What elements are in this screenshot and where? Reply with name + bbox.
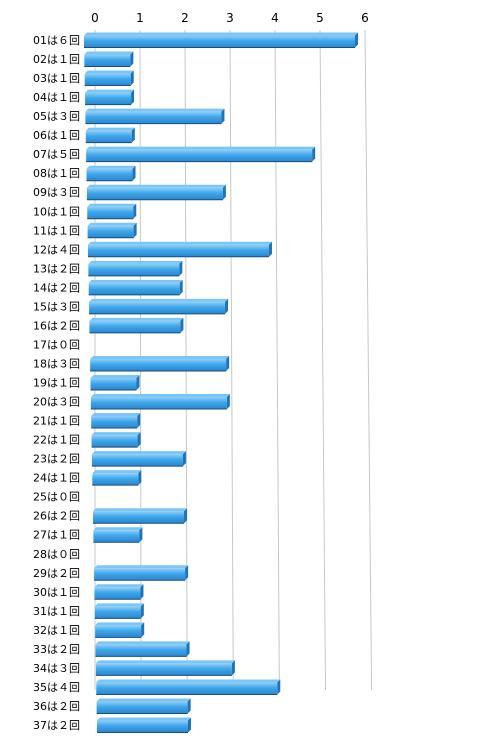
category-label: 37は２回 [33,719,80,732]
bar [85,127,135,144]
bar [95,622,145,638]
category-label: 29は２回 [33,567,80,580]
bar [90,355,230,372]
bar [86,146,316,163]
category-label: 24は１回 [33,472,80,485]
category-label: 17は０回 [33,338,80,351]
category-label: 10は１回 [33,205,80,218]
bar [88,279,183,296]
category-label: 27は１回 [33,529,80,542]
bar [88,260,183,277]
bar [86,165,136,182]
x-tick-label: 5 [316,11,324,25]
bars [84,32,358,733]
category-label: 14は２回 [33,281,80,294]
category-label: 12は４回 [33,243,80,256]
bar [94,584,144,600]
bar [94,603,144,619]
x-tick-label: 4 [271,11,279,25]
category-label: 05は３回 [33,110,80,123]
category-label: 15は３回 [33,300,80,313]
category-label: 16は２回 [33,319,80,332]
category-label: 13は２回 [33,262,80,275]
bar [91,413,141,429]
bar [95,660,235,676]
bar [95,641,190,657]
category-label: 22は１回 [33,434,80,447]
category-label: 33は２回 [33,643,80,656]
bar [89,298,229,315]
category-label: 18は３回 [33,357,80,370]
bar [91,432,141,448]
bar [92,470,142,486]
bar [93,527,143,543]
category-label: 09は３回 [33,186,80,199]
x-tick-label: 6 [361,11,369,25]
bar [87,203,137,220]
category-label: 19は１回 [33,377,80,390]
bar [84,51,134,68]
category-label: 28は０回 [33,548,80,561]
category-label: 11は１回 [33,224,80,237]
category-label: 04は１回 [33,91,80,104]
category-label: 25は０回 [33,491,80,504]
category-label: 08は１回 [33,167,80,180]
category-label: 23は２回 [33,453,80,466]
bar [97,717,191,733]
bar [86,184,226,201]
category-label: 01は６回 [33,34,80,47]
grid-line-6 [364,29,373,691]
category-label: 31は１回 [33,605,80,618]
bar [90,375,140,391]
bar [96,698,191,714]
category-label: 34は３回 [33,662,80,675]
category-label: 02は１回 [33,53,80,66]
bar [84,32,358,48]
category-label: 06は１回 [33,129,80,142]
bar [94,565,189,581]
bar [96,679,281,695]
category-label: 07は５回 [33,148,80,161]
x-tick-label: 2 [181,11,189,25]
x-tick-label: 1 [136,11,144,25]
grid-line-5 [319,29,326,691]
x-tick-label: 0 [91,11,99,25]
bar [93,508,188,524]
bar [91,451,186,467]
category-label: 32は１回 [33,624,80,637]
bar [87,222,137,239]
category-label: 20は３回 [33,396,80,409]
bar [84,70,134,87]
category-label: 36は２回 [33,700,80,713]
category-label: 26は２回 [33,510,80,523]
bar [90,394,230,410]
category-label: 03は１回 [33,72,80,85]
grid-line-4 [274,29,280,691]
bar [85,89,135,106]
category-label: 30は１回 [33,586,80,599]
bar [89,317,184,334]
category-labels: 01は６回 02は１回 03は１回 04は１回 05は３回 06は１回 07は５回 08は１回… [33,34,80,732]
x-tick-label: 3 [226,11,234,25]
x-axis-ticks: 0 1 2 3 4 5 6 [91,11,369,25]
bar [87,241,272,258]
category-label: 35は４回 [33,681,80,694]
grid-line-3 [229,29,234,691]
bar [85,108,225,125]
category-label: 21は１回 [33,415,80,428]
